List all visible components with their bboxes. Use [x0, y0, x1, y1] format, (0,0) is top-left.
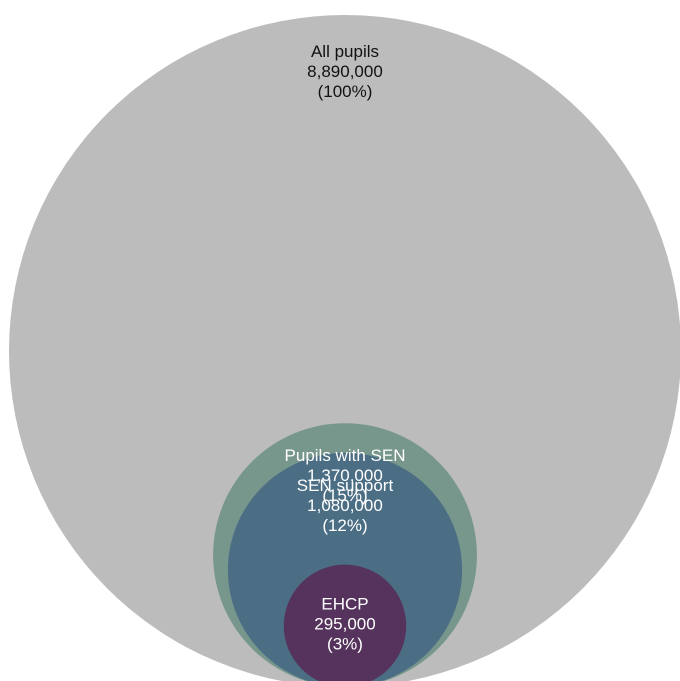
- pupils-with-sen-name-label: Pupils with SEN: [285, 446, 406, 465]
- all-pupils-percent-label: (100%): [318, 82, 373, 101]
- sen-support-name-label: SEN support: [297, 476, 394, 495]
- ehcp-percent-label: (3%): [327, 635, 363, 654]
- circle-ehcp: [283, 564, 407, 681]
- circle-layer: [9, 15, 680, 681]
- ehcp-name-label: EHCP: [321, 595, 368, 614]
- sen-support-percent-label: (12%): [322, 516, 367, 535]
- pupils-with-sen-percent-label: (15%): [322, 486, 367, 505]
- pupils-with-sen-value-label: 1,370,000: [307, 466, 383, 485]
- circle-all-pupils: [9, 15, 680, 681]
- all-pupils-value-label: 8,890,000: [307, 62, 383, 81]
- sen-support-value-label: 1,080,000: [307, 496, 383, 515]
- all-pupils-name-label: All pupils: [311, 42, 379, 61]
- ehcp-value-label: 295,000: [314, 615, 375, 634]
